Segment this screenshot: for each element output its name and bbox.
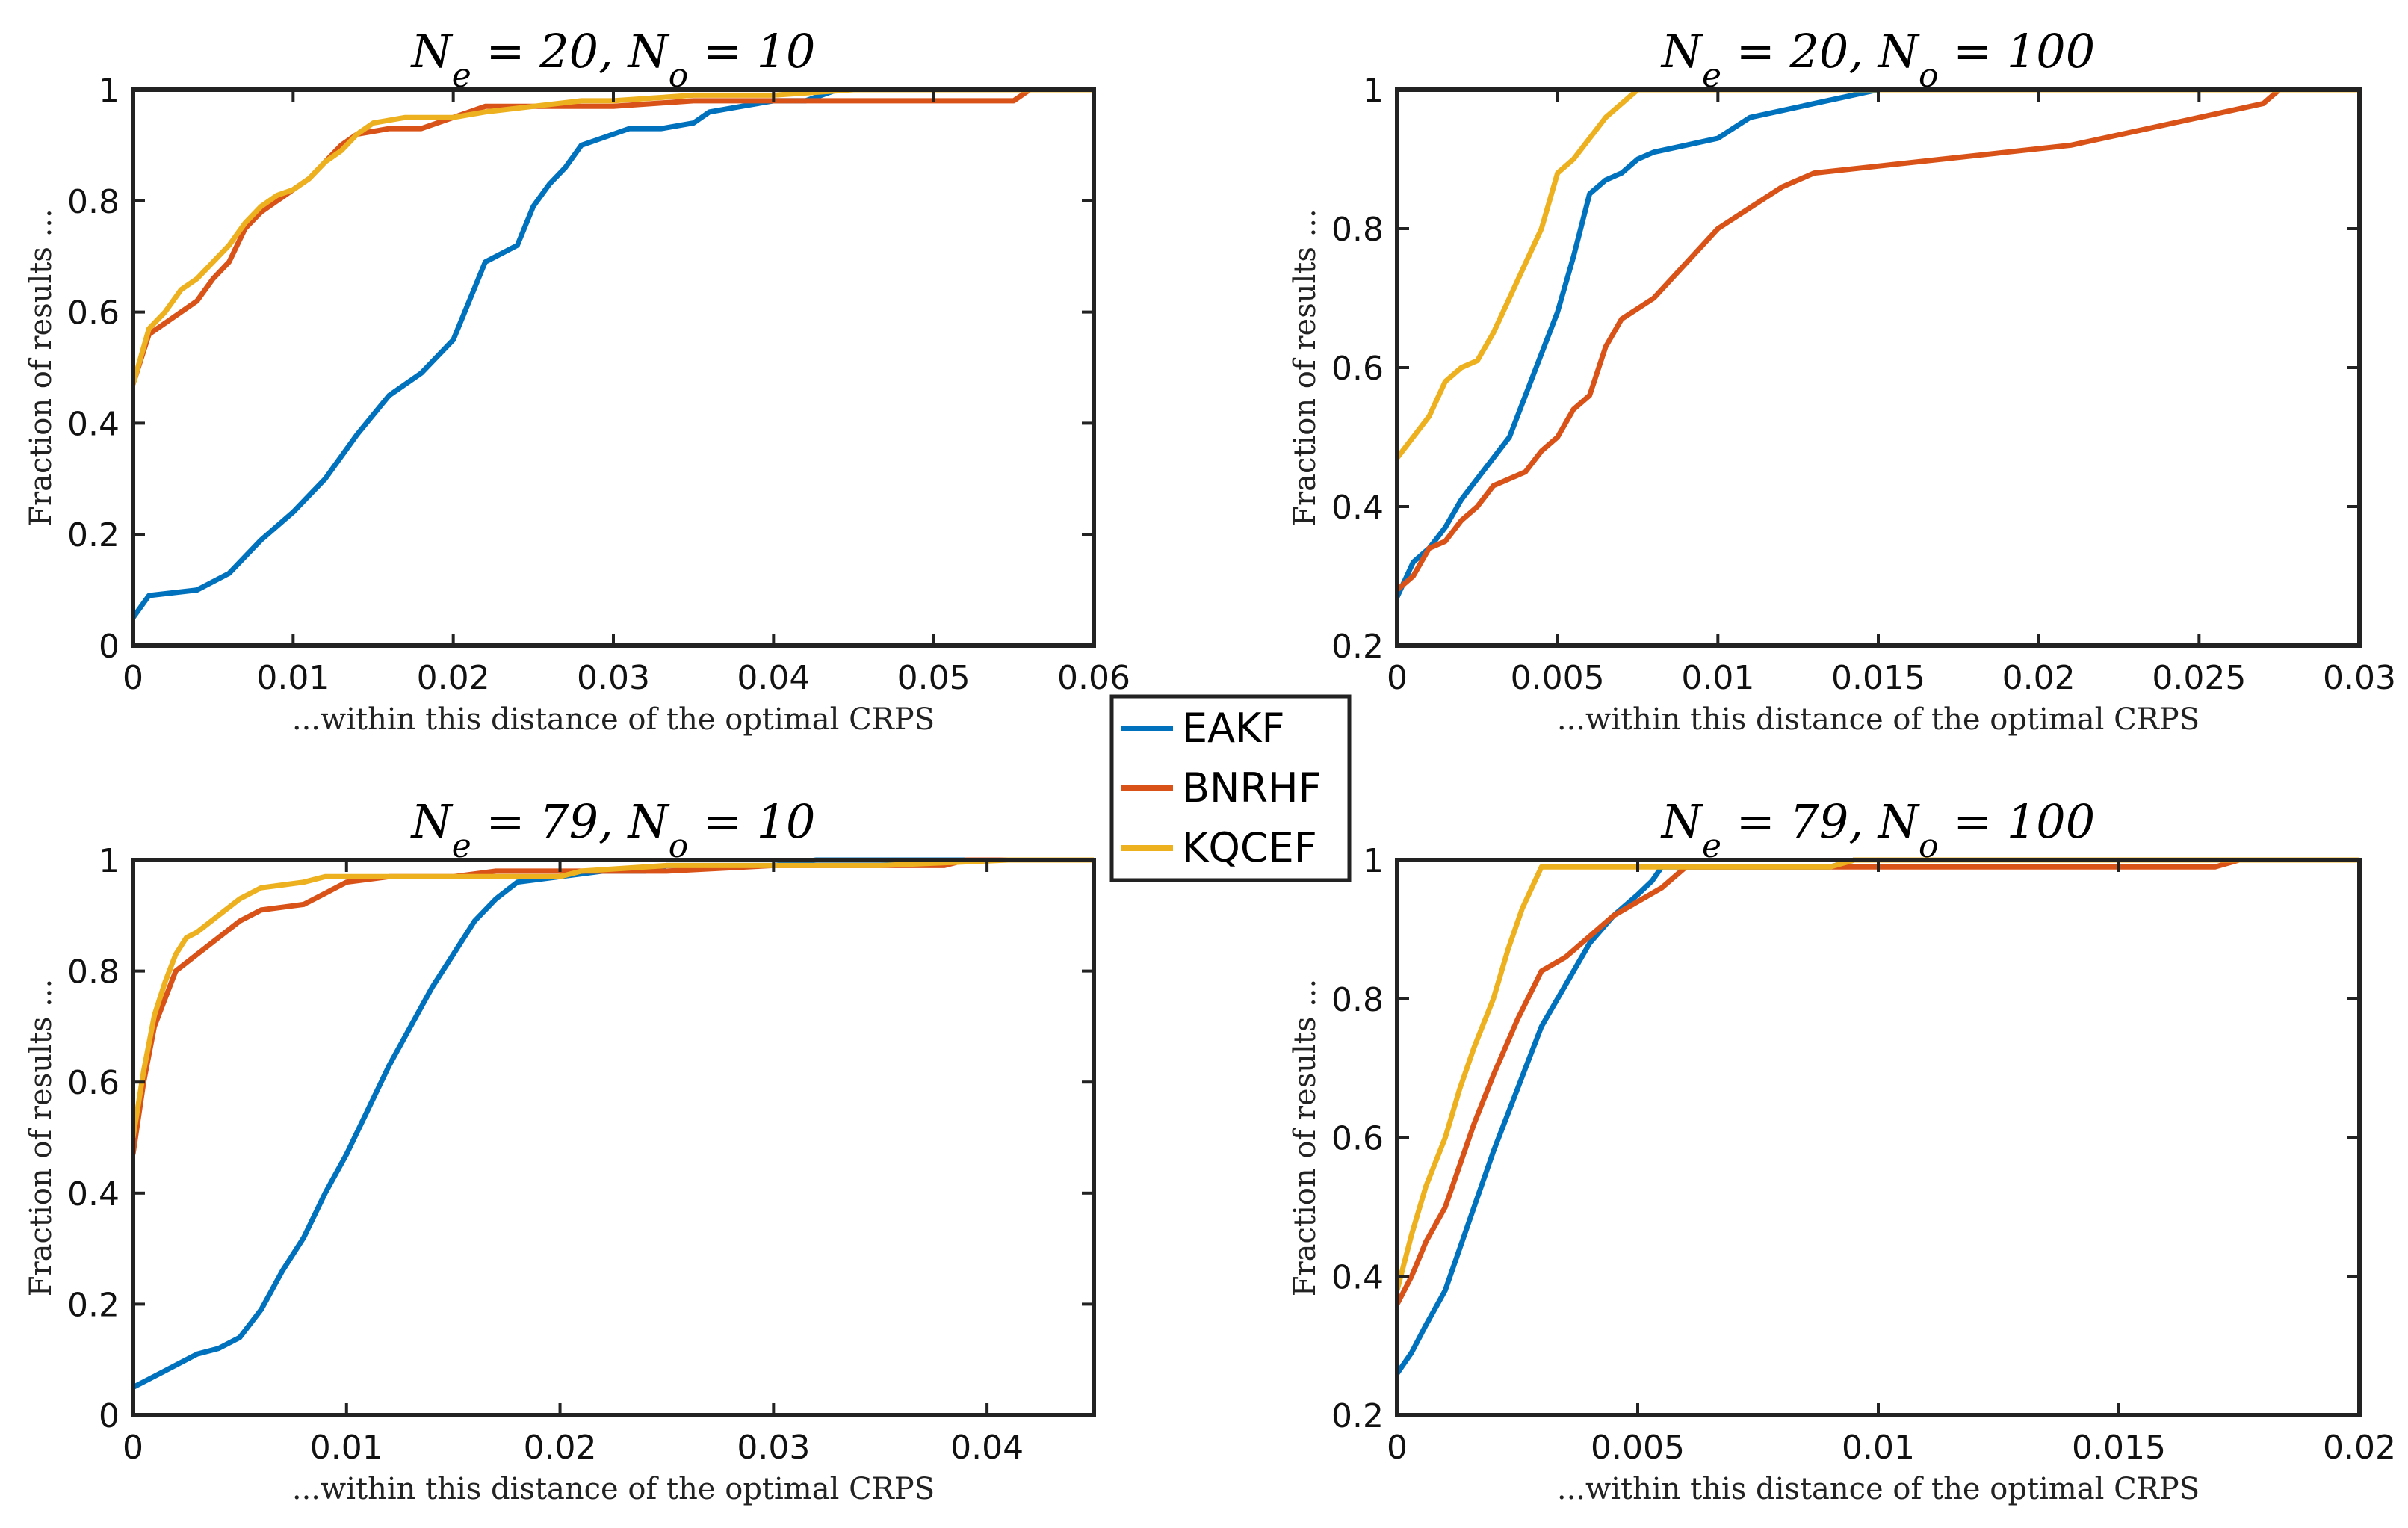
x-tick-label: 0.06	[1057, 659, 1130, 697]
y-tick-label: 1	[1363, 72, 1384, 110]
panel-title: Ne = 79, No = 10	[410, 794, 816, 865]
y-tick-label: 0.4	[1331, 1258, 1384, 1296]
series-line-kqcef	[133, 87, 1094, 386]
x-tick-label: 0.05	[897, 659, 971, 697]
x-axis-label: ...within this distance of the optimal C…	[1557, 1472, 2200, 1506]
y-tick-label: 0.6	[67, 294, 120, 332]
plot-area	[133, 90, 1094, 646]
x-tick-label: 0.015	[2072, 1429, 2166, 1467]
y-tick-label: 0.6	[1331, 350, 1384, 388]
x-tick-label: 0.02	[524, 1429, 597, 1467]
y-tick-label: 0.4	[1331, 489, 1384, 527]
x-axis-label: ...within this distance of the optimal C…	[1557, 702, 2200, 737]
x-tick-label: 0.04	[950, 1429, 1024, 1467]
y-tick-label: 0.4	[67, 405, 120, 443]
y-tick-label: 0	[99, 628, 120, 666]
series-line-kqcef	[133, 857, 1094, 1139]
y-tick-label: 0.8	[67, 953, 120, 992]
x-tick-label: 0.01	[256, 659, 329, 697]
y-tick-label: 0.2	[67, 516, 120, 554]
y-tick-label: 0.8	[67, 183, 120, 221]
y-tick-label: 0.2	[1331, 1397, 1384, 1435]
y-tick-label: 0.8	[1331, 211, 1384, 249]
x-tick-label: 0.02	[2323, 1429, 2396, 1467]
y-tick-label: 0.6	[67, 1064, 120, 1102]
legend-label-kqcef: KQCEF	[1182, 824, 1317, 871]
plot-area	[133, 860, 1094, 1415]
series-line-bnrhf	[1397, 857, 2359, 1306]
x-tick-label: 0.02	[2002, 659, 2076, 697]
plot-area	[1397, 860, 2359, 1415]
series-line-kqcef	[1397, 87, 2359, 460]
x-tick-label: 0.02	[417, 659, 490, 697]
x-tick-label: 0	[123, 659, 143, 697]
y-tick-label: 0.4	[67, 1175, 120, 1213]
series-line-eakf	[133, 87, 1094, 619]
y-tick-label: 1	[1363, 842, 1384, 880]
axes-box	[131, 858, 1096, 1417]
panel-top-right: 0 0.005 0.01 0.015 0.02 0.025 0.03 0.2 0.4 0.6 0.8…	[1288, 24, 2396, 737]
x-tick-label: 0.01	[1681, 659, 1754, 697]
y-tick-label: 0.6	[1331, 1120, 1384, 1158]
x-tick-label: 0.015	[1831, 659, 1925, 697]
x-tick-label: 0.03	[737, 1429, 810, 1467]
y-tick-label: 0.8	[1331, 981, 1384, 1019]
y-axis-label: Fraction of results ...	[1288, 208, 1322, 527]
legend-label-eakf: EAKF	[1182, 705, 1285, 752]
y-axis-label: Fraction of results ...	[24, 979, 58, 1297]
legend-label-bnrhf: BNRHF	[1182, 764, 1322, 811]
series-line-kqcef	[1397, 857, 2359, 1291]
x-axis-label: ...within this distance of the optimal C…	[292, 702, 935, 737]
panel-title: Ne = 79, No = 100	[1660, 794, 2095, 865]
y-tick-label: 1	[99, 842, 120, 880]
x-tick-label: 0	[123, 1429, 143, 1467]
x-tick-label: 0	[1387, 659, 1408, 697]
x-tick-label: 0.025	[2152, 659, 2246, 697]
x-tick-label: 0	[1387, 1429, 1408, 1467]
x-tick-label: 0.03	[2323, 659, 2396, 697]
x-tick-label: 0.005	[1511, 659, 1605, 697]
panel-title: Ne = 20, No = 10	[410, 24, 816, 95]
x-tick-label: 0.03	[577, 659, 650, 697]
y-tick-label: 0	[99, 1397, 120, 1435]
y-tick-label: 0.2	[1331, 628, 1384, 666]
panel-title: Ne = 20, No = 100	[1660, 24, 2095, 95]
plot-area	[1397, 90, 2359, 646]
panel-bottom-right: 0 0.005 0.01 0.015 0.02 0.2 0.4 0.6 0.8 1 Ne = 79,…	[1288, 794, 2396, 1506]
series-line-bnrhf	[1397, 87, 2359, 593]
y-tick-label: 0.2	[67, 1286, 120, 1324]
y-axis-label: Fraction of results ...	[24, 208, 58, 527]
panel-top-left: 0 0.01 0.02 0.03 0.04 0.05 0.06 0 0.2 0.4 0.6 0.8 1 N…	[24, 24, 1130, 737]
x-tick-label: 0.01	[1842, 1429, 1915, 1467]
x-tick-label: 0.005	[1591, 1429, 1685, 1467]
series-line-eakf	[1397, 87, 2359, 598]
legend: EAKF BNRHF KQCEF	[1109, 694, 1352, 882]
panel-bottom-left: 0 0.01 0.02 0.03 0.04 0 0.2 0.4 0.6 0.8 1 Ne = 79, …	[24, 794, 1096, 1506]
y-axis-label: Fraction of results ...	[1288, 979, 1322, 1297]
x-tick-label: 0.01	[310, 1429, 383, 1467]
y-tick-label: 1	[99, 72, 120, 110]
x-tick-label: 0.04	[737, 659, 810, 697]
x-axis-label: ...within this distance of the optimal C…	[292, 1472, 935, 1506]
